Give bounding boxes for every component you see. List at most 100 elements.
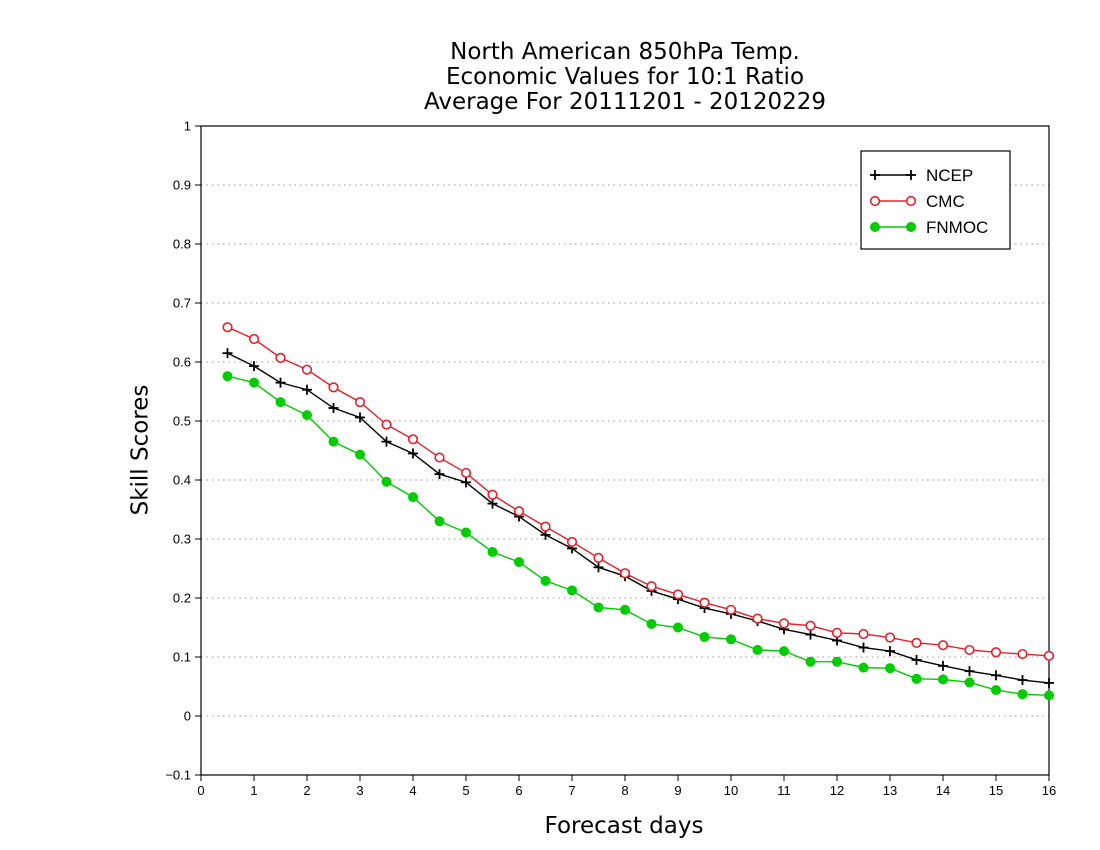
data-point-ncep — [938, 660, 948, 671]
legend-marker — [906, 222, 916, 232]
title-line-3: Average For 20111201 - 20120229 — [424, 89, 826, 115]
legend-marker — [905, 195, 917, 207]
data-point-ncep — [991, 670, 1001, 681]
y-tick-label: 0.8 — [173, 237, 191, 252]
x-tick-label: 2 — [303, 783, 310, 798]
data-point-cmc — [513, 506, 525, 517]
data-point-fnmoc — [567, 585, 577, 596]
data-point-cmc — [381, 419, 392, 430]
data-point-fnmoc — [593, 602, 604, 613]
data-point-cmc — [858, 628, 869, 640]
data-point-cmc — [222, 322, 233, 333]
data-point-fnmoc — [249, 377, 259, 388]
legend: NCEP CMC FNMOC — [860, 150, 1011, 250]
data-point-fnmoc — [302, 410, 312, 421]
data-point-ncep — [487, 498, 498, 509]
data-point-ncep — [355, 412, 365, 423]
data-point-cmc — [699, 597, 710, 608]
data-point-cmc — [805, 620, 816, 631]
data-point-cmc — [566, 536, 578, 548]
legend-label: CMC — [926, 192, 965, 211]
data-point-fnmoc — [355, 449, 365, 460]
title-line-2: Economic Values for 10:1 Ratio — [446, 64, 804, 90]
data-point-fnmoc — [514, 557, 524, 568]
data-point-cmc — [646, 581, 657, 592]
data-point-fnmoc — [620, 604, 630, 615]
y-tick-label: 0.4 — [173, 473, 191, 488]
data-point-cmc — [248, 333, 260, 345]
data-point-fnmoc — [858, 662, 869, 673]
data-point-cmc — [884, 632, 896, 643]
data-point-ncep — [1044, 677, 1054, 688]
x-tick-label: 12 — [830, 783, 844, 798]
data-point-fnmoc — [434, 516, 445, 527]
y-tick-label: 0.7 — [173, 296, 191, 311]
y-tick-label: 0.1 — [173, 650, 191, 665]
x-tick-label: 7 — [568, 783, 575, 798]
data-point-ncep — [858, 642, 869, 653]
series-cmc — [222, 322, 1055, 661]
series-ncep — [222, 348, 1054, 688]
data-point-fnmoc — [540, 575, 551, 586]
data-point-fnmoc — [779, 646, 789, 657]
x-tick-label: 9 — [674, 783, 681, 798]
data-point-cmc — [328, 382, 339, 393]
series-line-ncep — [227, 352, 1050, 684]
data-point-cmc — [460, 467, 472, 479]
data-point-ncep — [222, 348, 233, 359]
x-tick-label: 6 — [515, 783, 522, 798]
x-axis-label: Forecast days — [545, 813, 704, 839]
data-point-fnmoc — [408, 492, 418, 503]
x-tick-label: 0 — [197, 783, 204, 798]
y-tick-label: 0.2 — [173, 591, 191, 606]
y-axis-label: Skill Scores — [128, 385, 154, 516]
data-point-ncep — [461, 477, 471, 488]
legend-item-cmc: CMC — [869, 192, 965, 211]
legend-marker — [869, 195, 881, 207]
data-point-ncep — [328, 403, 339, 414]
data-point-fnmoc — [964, 677, 975, 688]
data-point-fnmoc — [911, 673, 922, 684]
data-point-cmc — [831, 627, 843, 638]
data-point-cmc — [752, 613, 763, 624]
y-tick-label: 0.5 — [173, 414, 191, 429]
data-point-cmc — [593, 552, 604, 563]
data-point-fnmoc — [1044, 690, 1054, 701]
series-fnmoc — [222, 371, 1054, 701]
data-point-fnmoc — [991, 685, 1001, 696]
data-point-fnmoc — [752, 644, 763, 655]
legend-marker — [906, 170, 916, 180]
x-axis: 0 1 2 3 4 5 6 7 8 9 10 11 12 13 14 15 16 — [197, 775, 1056, 798]
series-line-fnmoc — [227, 375, 1050, 697]
data-point-fnmoc — [328, 436, 339, 447]
title-line-1: North American 850hPa Temp. — [450, 39, 800, 65]
data-point-cmc — [672, 589, 684, 600]
gridlines — [201, 184, 1049, 717]
data-point-cmc — [990, 647, 1002, 658]
data-point-ncep — [275, 377, 286, 388]
data-point-cmc — [1043, 650, 1055, 661]
data-point-ncep — [302, 384, 312, 395]
legend-box — [860, 150, 1011, 250]
y-tick-label: 0 — [184, 709, 191, 724]
x-tick-label: 4 — [409, 783, 416, 798]
data-point-fnmoc — [275, 397, 286, 408]
legend-marker — [870, 170, 880, 180]
data-point-fnmoc — [699, 631, 710, 642]
x-tick-label: 13 — [883, 783, 897, 798]
data-point-fnmoc — [646, 618, 657, 629]
x-tick-label: 16 — [1042, 783, 1056, 798]
data-point-fnmoc — [885, 663, 895, 674]
data-point-cmc — [619, 568, 631, 579]
data-point-cmc — [275, 352, 286, 363]
y-tick-label: 0.9 — [173, 178, 191, 193]
data-point-cmc — [407, 434, 419, 445]
data-point-fnmoc — [726, 634, 736, 645]
data-point-ncep — [911, 654, 922, 665]
y-tick-label: 0.3 — [173, 532, 191, 547]
data-point-cmc — [301, 364, 313, 375]
data-point-ncep — [593, 562, 604, 573]
x-tick-label: 15 — [989, 783, 1003, 798]
data-point-ncep — [964, 666, 975, 677]
